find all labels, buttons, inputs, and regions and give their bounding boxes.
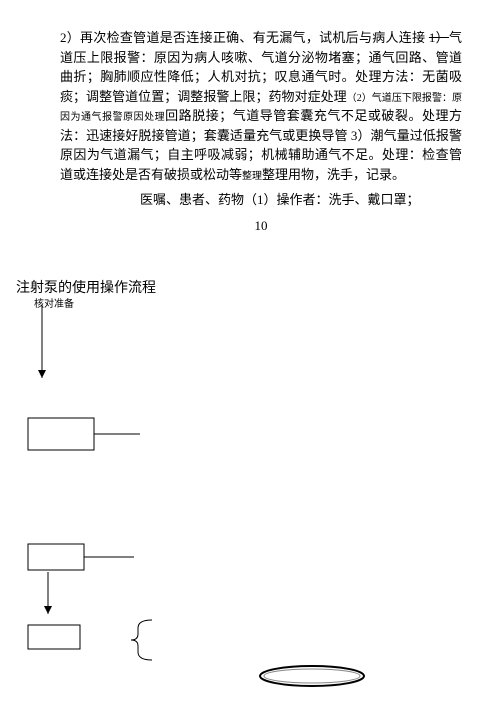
indented-text: 医嘱、患者、药物（1）操作者：洗手、戴口罩； <box>140 190 432 210</box>
para-text-4: 整理用物，洗手，记录。 <box>262 167 405 182</box>
sub-label: 核对准备 <box>34 297 74 312</box>
para-text-1: 2）再次检查管道是否连接正确、有无漏气，试机后与病人连接 <box>60 30 429 45</box>
para-strike-1: 1） <box>429 30 449 45</box>
para-small-3: 整理 <box>242 171 262 182</box>
section-title: 注射泵的使用操作流程 <box>16 278 156 299</box>
main-paragraph: 2）再次检查管道是否连接正确、有无漏气，试机后与病人连接 1）气道压上限报警：原… <box>60 28 462 184</box>
page-number: 10 <box>60 216 462 236</box>
para-small-2: 报警原因处理 <box>102 112 165 123</box>
